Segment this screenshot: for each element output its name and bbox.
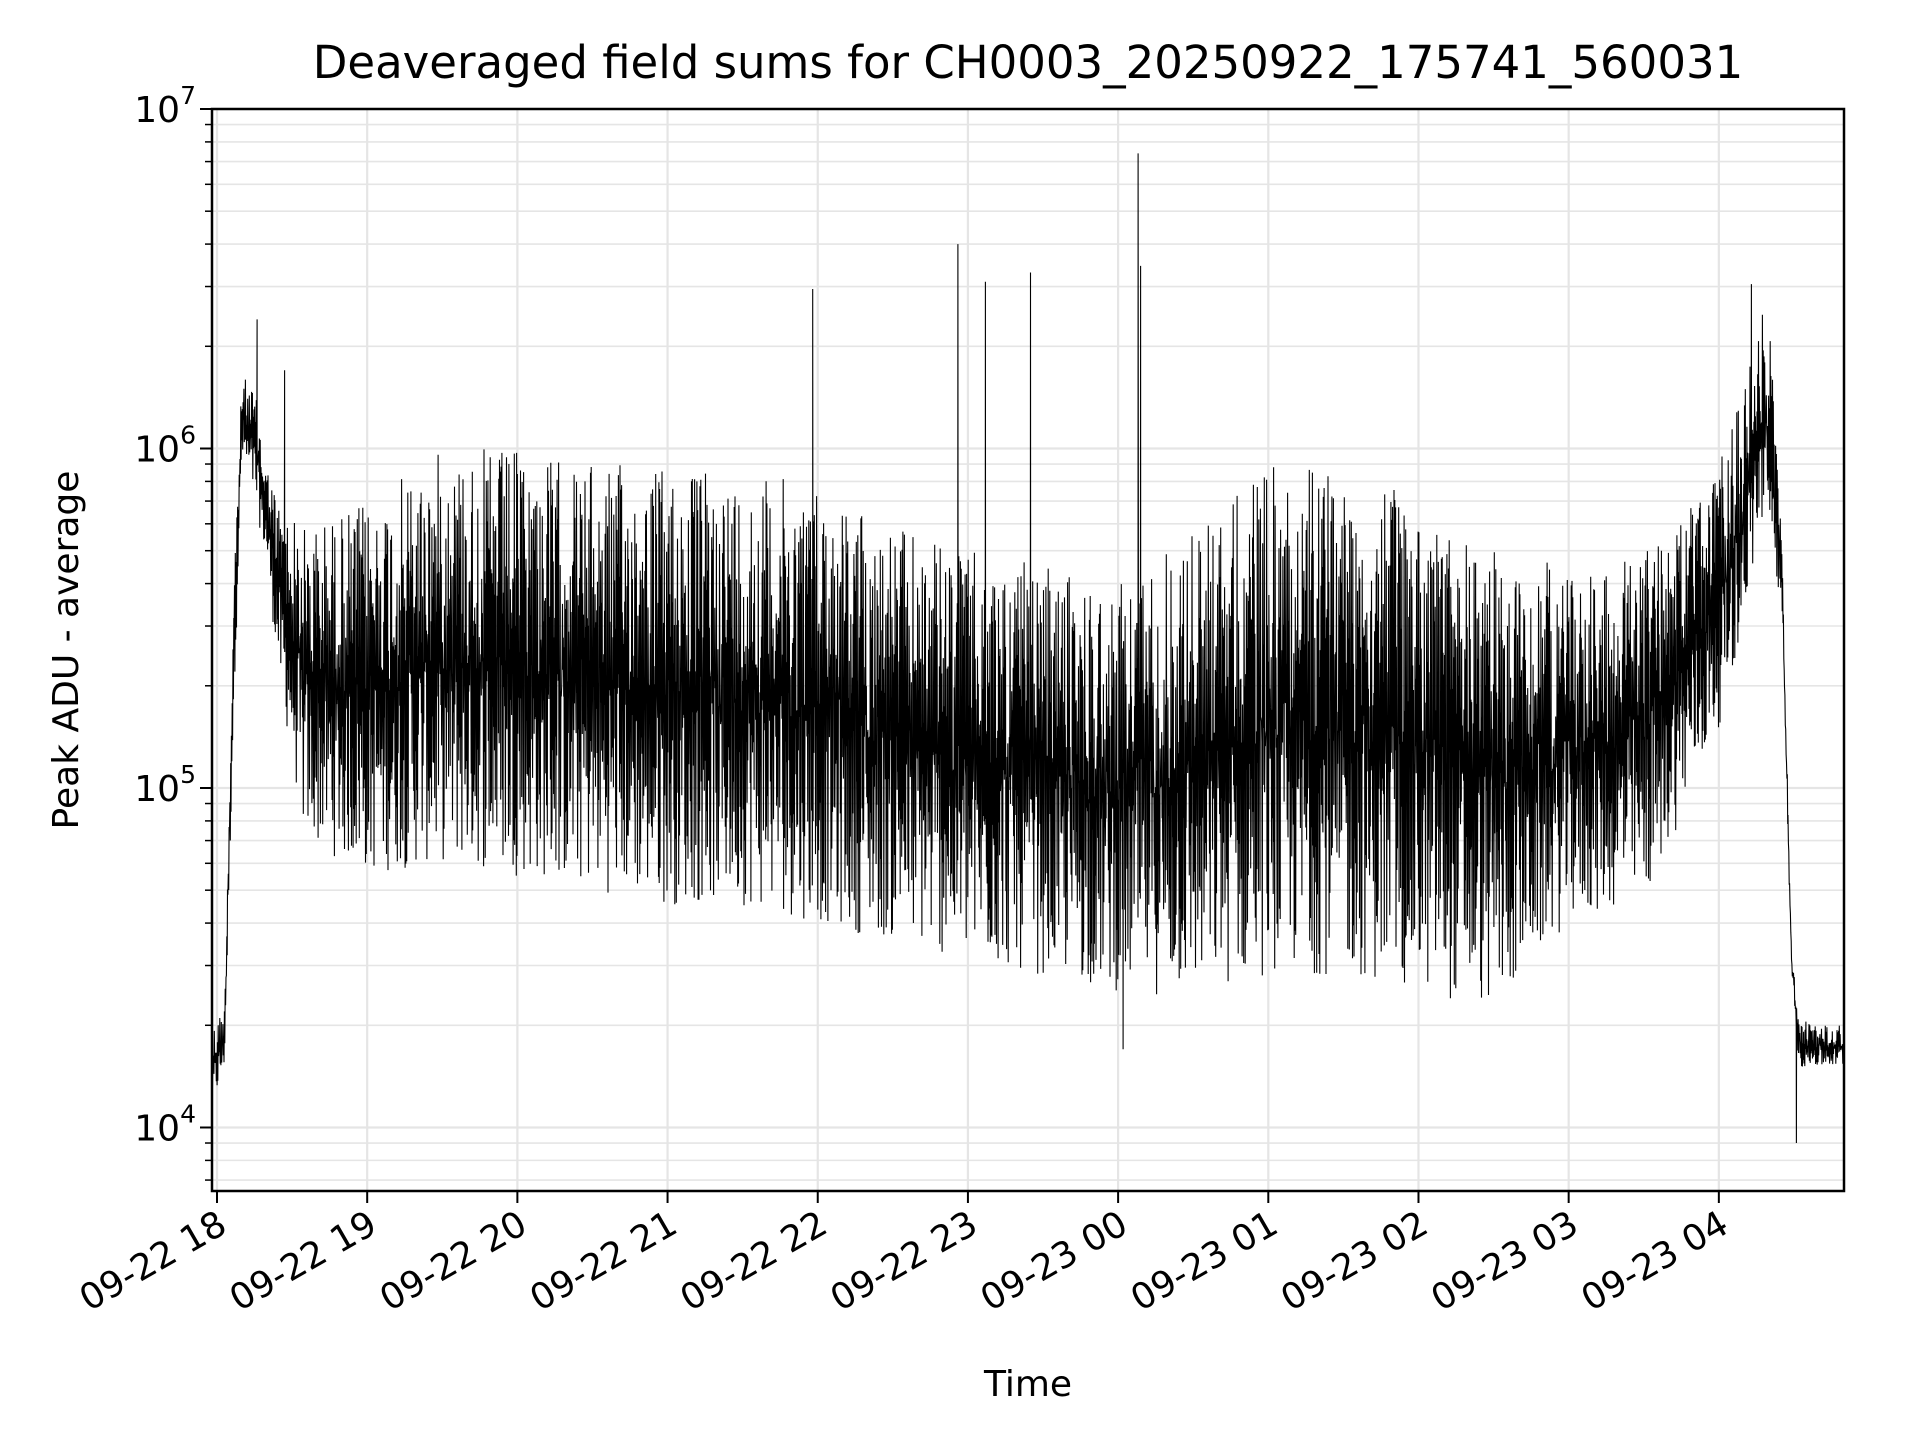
y-tick-label: 107: [134, 81, 196, 131]
y-tick-label: 104: [134, 1099, 196, 1149]
y-axis: 104 105 106 107: [134, 81, 212, 1181]
x-tick-label: 09-23 00: [974, 1203, 1135, 1319]
x-tick-label: 09-22 23: [824, 1203, 985, 1319]
y-tick-label: 105: [134, 760, 196, 810]
series-line: [211, 153, 1845, 1144]
x-tick-label: 09-23 02: [1274, 1203, 1435, 1319]
x-tick-label: 09-23 03: [1424, 1203, 1585, 1319]
x-tick-label: 09-22 18: [73, 1203, 234, 1319]
x-tick-label: 09-22 19: [223, 1203, 384, 1319]
chart-title: Deaveraged field sums for CH0003_2025092…: [313, 36, 1743, 89]
x-tick-label: 09-23 04: [1575, 1203, 1736, 1319]
x-axis-label: Time: [983, 1364, 1072, 1405]
x-tick-label: 09-22 20: [373, 1203, 534, 1319]
y-tick-label: 106: [134, 420, 196, 470]
series-path: [211, 153, 1845, 1144]
x-tick-label: 09-23 01: [1124, 1203, 1285, 1319]
x-tick-label: 09-22 22: [674, 1203, 835, 1319]
x-tick-label: 09-22 21: [523, 1203, 684, 1319]
plot-frame: [210, 107, 1846, 1193]
y-axis-label: Peak ADU - average: [46, 471, 87, 830]
